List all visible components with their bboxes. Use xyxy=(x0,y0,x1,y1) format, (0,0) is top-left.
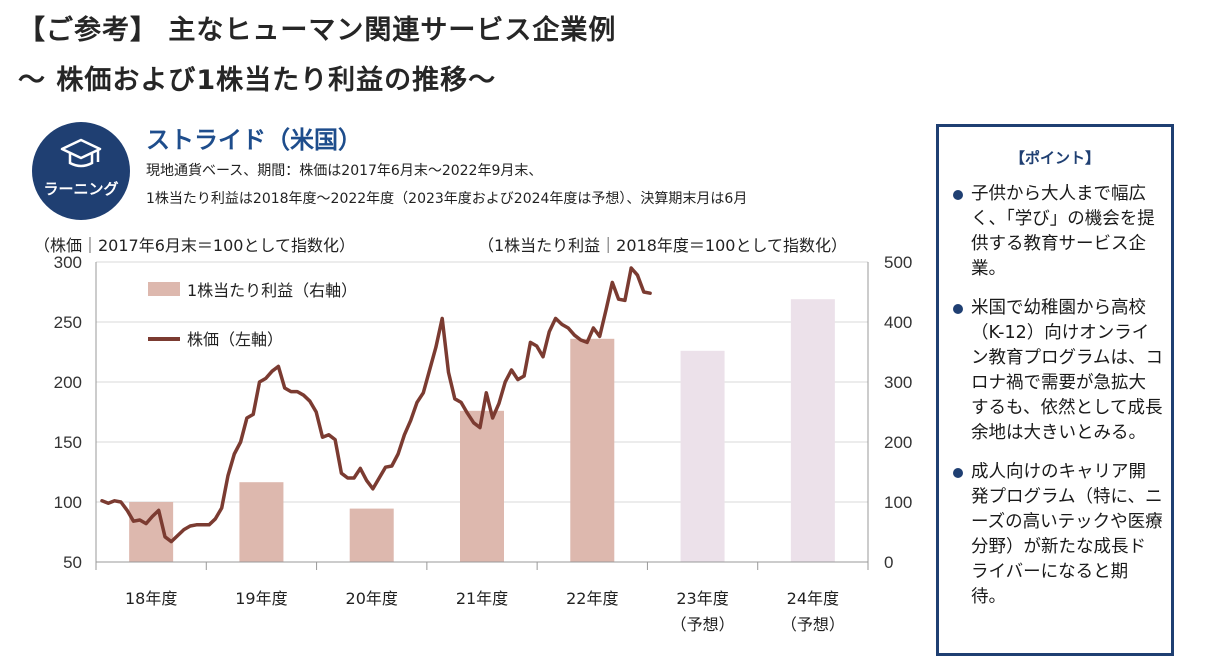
left-axis-tick-label: 100 xyxy=(54,493,82,512)
point-text: 米国で幼稚園から高校（K-12）向けオンライン教育プログラムは、コロナ禍で需要が… xyxy=(971,298,1163,443)
x-category-sublabel: （予想） xyxy=(781,615,845,634)
bullet-icon xyxy=(953,190,963,200)
page-title: 【ご参考】 主なヒューマン関連サービス企業例 xyxy=(18,15,617,46)
chart-note-line1: 現地通貨ベース、期間：株価は2017年6月末～2022年9月末、 xyxy=(146,163,543,179)
left-axis-tick-label: 300 xyxy=(54,253,82,272)
x-category-label: 18年度 xyxy=(125,589,177,608)
badge-label: ラーニング xyxy=(43,180,119,198)
eps-bar xyxy=(570,338,615,562)
x-category-sublabel: （予想） xyxy=(671,615,735,634)
page-subtitle: ～ 株価および1株当たり利益の推移～ xyxy=(18,65,497,96)
x-category-label: 19年度 xyxy=(235,589,287,608)
company-name: ストライド（米国） xyxy=(146,126,362,154)
graduation-cap-icon xyxy=(60,138,102,168)
x-category-label: 20年度 xyxy=(346,589,398,608)
legend-price-label: 株価（左軸） xyxy=(187,330,283,349)
eps-bar xyxy=(349,508,394,562)
right-axis-tick-label: 500 xyxy=(884,253,912,272)
legend-eps-swatch xyxy=(148,282,180,296)
legend: 1株当たり利益（右軸） 株価（左軸） xyxy=(148,281,357,349)
point-item: 子供から大人まで幅広く、「学び」の機会を提供する教育サービス企業。 xyxy=(939,182,1171,282)
left-axis-tick-label: 200 xyxy=(54,373,82,392)
point-text: 子供から大人まで幅広く、「学び」の機会を提供する教育サービス企業。 xyxy=(971,184,1155,279)
point-item: 成人向けのキャリア開発プログラム（特に、ニーズの高いテックや医療分野）が新たな成… xyxy=(939,460,1171,610)
category-badge: ラーニング xyxy=(32,122,130,220)
left-axis-note: （株価｜2017年6月末＝100として指数化） xyxy=(34,236,355,255)
eps-bar xyxy=(680,350,725,562)
eps-bar xyxy=(239,482,284,562)
left-axis-tick-label: 50 xyxy=(63,553,82,572)
x-category-label: 22年度 xyxy=(566,589,618,608)
eps-bar xyxy=(790,299,835,562)
right-axis-tick-label: 300 xyxy=(884,373,912,392)
stock-eps-chart: 50 100 150 200 250 300 0 100 200 300 400 500 18年度 19年… xyxy=(54,253,913,634)
left-axis-tick-label: 150 xyxy=(54,433,82,452)
x-category-label: 23年度 xyxy=(676,589,728,608)
right-axis-tick-label: 400 xyxy=(884,313,912,332)
x-category-label: 21年度 xyxy=(456,589,508,608)
price-line-layer xyxy=(100,266,652,544)
left-axis-tick-label: 250 xyxy=(54,313,82,332)
point-title: 【ポイント】 xyxy=(1009,149,1100,167)
eps-bar xyxy=(460,410,504,562)
right-axis-note: （1株当たり利益｜2018年度＝100として指数化） xyxy=(478,236,847,255)
point-text: 成人向けのキャリア開発プログラム（特に、ニーズの高いテックや医療分野）が新たな成… xyxy=(971,462,1163,607)
price-line xyxy=(100,266,652,544)
bullet-icon xyxy=(953,468,963,478)
bullet-icon xyxy=(953,304,963,314)
chart-note-line2: 1株当たり利益は2018年度～2022年度（2023年度および2024年度は予想… xyxy=(146,191,748,207)
point-item: 米国で幼稚園から高校（K-12）向けオンライン教育プログラムは、コロナ禍で需要が… xyxy=(939,296,1171,446)
eps-bar xyxy=(129,502,174,562)
right-axis-tick-label: 200 xyxy=(884,433,912,452)
axes: 50 100 150 200 250 300 0 100 200 300 400 500 18年度 19年… xyxy=(54,253,913,634)
legend-eps-label: 1株当たり利益（右軸） xyxy=(187,281,357,300)
x-category-label: 24年度 xyxy=(787,589,839,608)
point-panel: 【ポイント】 子供から大人まで幅広く、「学び」の機会を提供する教育サービス企業。… xyxy=(936,124,1174,656)
eps-bars xyxy=(129,299,835,562)
point-list: 子供から大人まで幅広く、「学び」の機会を提供する教育サービス企業。 米国で幼稚園… xyxy=(939,182,1171,610)
right-axis-tick-label: 100 xyxy=(884,493,912,512)
right-axis-tick-label: 0 xyxy=(884,553,893,572)
